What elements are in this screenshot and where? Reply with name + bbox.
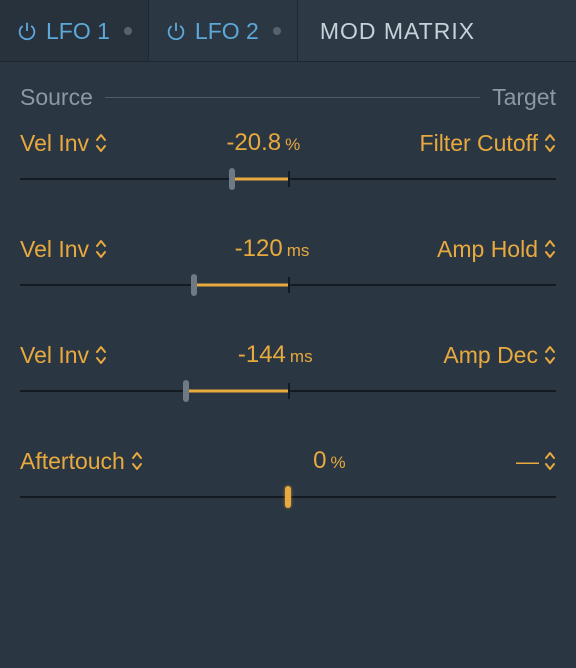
value-unit: ms xyxy=(287,241,310,261)
slider-fill xyxy=(194,284,288,287)
source-label: Vel Inv xyxy=(20,130,89,157)
power-icon xyxy=(165,20,187,42)
slider-center-tick xyxy=(288,383,290,399)
tab-lfo1-label: LFO 1 xyxy=(46,18,110,45)
tab-lfo1[interactable]: LFO 1 xyxy=(0,0,149,62)
slider-handle[interactable] xyxy=(183,380,189,402)
source-selector[interactable]: Vel Inv xyxy=(20,130,107,157)
chevron-up-down-icon xyxy=(544,133,556,153)
slider-handle[interactable] xyxy=(229,168,235,190)
value-unit: ms xyxy=(290,347,313,367)
slider-fill xyxy=(232,178,288,181)
source-label: Vel Inv xyxy=(20,342,89,369)
tab-mod-matrix[interactable]: MOD MATRIX xyxy=(298,0,576,62)
amount-value[interactable]: -20.8% xyxy=(226,129,300,157)
amount-slider[interactable] xyxy=(20,167,556,191)
slider-handle[interactable] xyxy=(285,486,291,508)
slider-center-tick xyxy=(288,277,290,293)
tab-mod-matrix-label: MOD MATRIX xyxy=(320,18,475,45)
mod-row: Aftertouch 0% — xyxy=(20,447,556,509)
amount-value[interactable]: 0% xyxy=(313,447,345,475)
value-number: -144 xyxy=(238,341,286,369)
target-empty: — xyxy=(516,448,538,475)
value-unit: % xyxy=(331,453,346,473)
tab-bar: LFO 1 LFO 2 MOD MATRIX xyxy=(0,0,576,62)
amount-slider[interactable] xyxy=(20,379,556,403)
status-dot xyxy=(273,27,281,35)
target-label: Filter Cutoff xyxy=(420,130,538,157)
tab-lfo2[interactable]: LFO 2 xyxy=(149,0,298,62)
slider-handle[interactable] xyxy=(191,274,197,296)
target-selector[interactable]: — xyxy=(516,448,556,475)
target-label: Amp Hold xyxy=(437,236,538,263)
status-dot xyxy=(124,27,132,35)
amount-value[interactable]: -144ms xyxy=(238,341,313,369)
column-header: Source Target xyxy=(0,62,576,119)
target-label: Amp Dec xyxy=(443,342,538,369)
mod-row: Vel Inv -20.8% Filter Cutoff xyxy=(20,129,556,191)
chevron-up-down-icon xyxy=(544,239,556,259)
slider-center-tick xyxy=(288,171,290,187)
chevron-up-down-icon xyxy=(544,345,556,365)
amount-slider[interactable] xyxy=(20,485,556,509)
source-label: Aftertouch xyxy=(20,448,125,475)
chevron-up-down-icon xyxy=(131,451,143,471)
source-label: Vel Inv xyxy=(20,236,89,263)
mod-row: Vel Inv -120ms Amp Hold xyxy=(20,235,556,297)
chevron-up-down-icon xyxy=(95,345,107,365)
chevron-up-down-icon xyxy=(544,451,556,471)
power-icon xyxy=(16,20,38,42)
mod-row: Vel Inv -144ms Amp Dec xyxy=(20,341,556,403)
target-selector[interactable]: Amp Dec xyxy=(443,342,556,369)
source-selector[interactable]: Vel Inv xyxy=(20,342,107,369)
amount-slider[interactable] xyxy=(20,273,556,297)
source-selector[interactable]: Vel Inv xyxy=(20,236,107,263)
slider-fill xyxy=(186,390,288,393)
value-number: 0 xyxy=(313,447,326,475)
target-selector[interactable]: Filter Cutoff xyxy=(420,130,556,157)
chevron-up-down-icon xyxy=(95,133,107,153)
header-source: Source xyxy=(20,84,93,111)
value-number: -20.8 xyxy=(226,129,281,157)
chevron-up-down-icon xyxy=(95,239,107,259)
target-selector[interactable]: Amp Hold xyxy=(437,236,556,263)
source-selector[interactable]: Aftertouch xyxy=(20,448,143,475)
amount-value[interactable]: -120ms xyxy=(235,235,310,263)
tab-lfo2-label: LFO 2 xyxy=(195,18,259,45)
value-unit: % xyxy=(285,135,300,155)
value-number: -120 xyxy=(235,235,283,263)
header-target: Target xyxy=(492,84,556,111)
header-divider xyxy=(105,97,480,98)
